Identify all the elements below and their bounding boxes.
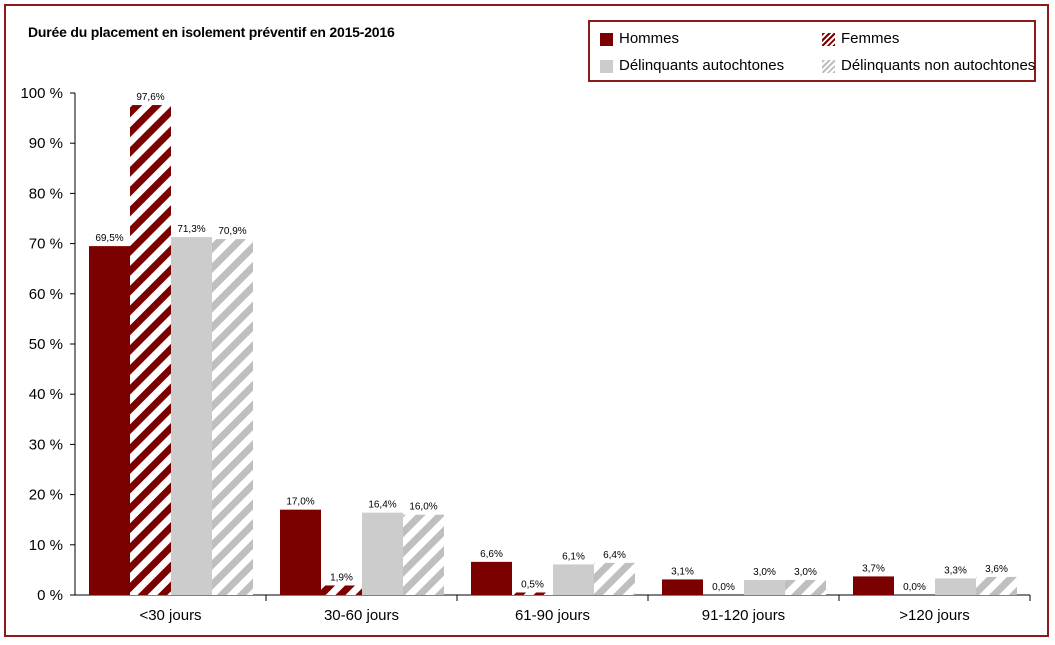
legend-label-autochtones: Délinquants autochtones (619, 57, 785, 74)
y-tick-label: 20 % (29, 487, 63, 504)
data-label: 16,0% (409, 502, 437, 513)
data-label: 16,4% (368, 500, 396, 511)
bar (280, 509, 321, 595)
data-label: 3,3% (944, 565, 967, 576)
data-label: 17,0% (286, 497, 314, 508)
data-labels: 69,5% 97,6% 71,3% 70,9% 17,0% 1,9% 16,4% 16,0% 6… (95, 92, 1008, 593)
x-category-label: 61-90 jours (515, 607, 590, 624)
x-category-label: >120 jours (899, 607, 969, 624)
data-label: 3,6% (985, 564, 1008, 575)
data-label: 3,1% (671, 566, 694, 577)
legend-swatch-hommes (600, 33, 613, 46)
bar (362, 512, 403, 595)
y-tick-label: 40 % (29, 386, 63, 403)
y-tick-label: 100 % (20, 85, 63, 102)
bar (935, 578, 976, 595)
chart-title: Durée du placement en isolement préventi… (28, 24, 395, 40)
axes: 0 % 10 % 20 % 30 % 40 % 50 % 60 % 70 % 80 % 90 % 1… (20, 85, 1031, 624)
bar (744, 579, 785, 595)
legend-swatch-non-autochtones (822, 60, 835, 73)
bar (853, 576, 894, 595)
x-category-label: <30 jours (139, 607, 201, 624)
x-category-label: 30-60 jours (324, 607, 399, 624)
data-label: 3,0% (753, 567, 776, 578)
y-tick-label: 0 % (37, 587, 63, 604)
bar (662, 579, 703, 595)
chart-legend: Hommes Femmes Délinquants autochtones Dé… (588, 20, 1036, 82)
y-tick-label: 50 % (29, 336, 63, 353)
legend-label-hommes: Hommes (619, 30, 680, 47)
data-label: 97,6% (136, 92, 164, 103)
bar (594, 562, 635, 595)
y-tick-label: 10 % (29, 537, 63, 554)
y-tick-label: 80 % (29, 185, 63, 202)
bar (512, 592, 553, 595)
data-label: 3,7% (862, 563, 885, 574)
bar (212, 239, 253, 595)
data-label: 0,5% (521, 579, 544, 590)
bar (553, 564, 594, 595)
data-label: 0,0% (712, 582, 735, 593)
legend-swatch-femmes (822, 33, 835, 46)
legend-label-non-autochtones: Délinquants non autochtones (841, 57, 1036, 74)
bar (976, 576, 1017, 595)
y-tick-label: 70 % (29, 236, 63, 253)
data-label: 69,5% (95, 233, 123, 244)
bar (785, 579, 826, 595)
bar (171, 237, 212, 595)
data-label: 70,9% (218, 226, 246, 237)
legend-label-femmes: Femmes (841, 30, 900, 47)
data-label: 6,4% (603, 550, 626, 561)
bar (130, 105, 171, 595)
data-label: 71,3% (177, 224, 205, 235)
y-tick-label: 30 % (29, 436, 63, 453)
data-label: 1,9% (330, 572, 353, 583)
y-tick-label: 60 % (29, 286, 63, 303)
data-label: 3,0% (794, 567, 817, 578)
bars (89, 105, 1017, 596)
bar (321, 585, 362, 595)
legend-swatch-autochtones (600, 60, 613, 73)
data-label: 0,0% (903, 582, 926, 593)
bar (89, 246, 130, 596)
x-category-label: 91-120 jours (702, 607, 785, 624)
y-tick-label: 90 % (29, 135, 63, 152)
bar (471, 561, 512, 595)
data-label: 6,1% (562, 551, 585, 562)
bar (403, 514, 444, 595)
data-label: 6,6% (480, 549, 503, 560)
